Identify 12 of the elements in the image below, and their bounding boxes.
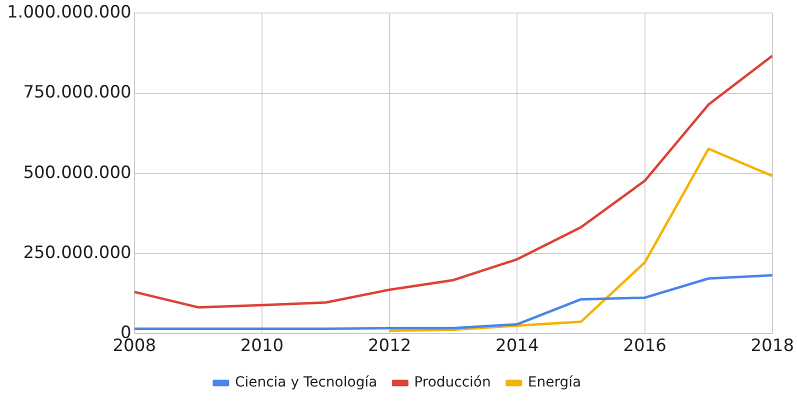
y-tick-label: 1.000.000.000 [6, 2, 132, 23]
x-tick-label: 2018 [750, 336, 794, 356]
y-tick-label: 250.000.000 [23, 242, 132, 263]
x-tick-label: 2010 [240, 336, 284, 356]
y-tick-label: 500.000.000 [23, 162, 132, 183]
legend-label: Producción [414, 374, 491, 391]
legend-label: Energía [528, 374, 582, 391]
y-tick-label: 750.000.000 [23, 82, 132, 103]
x-tick-label: 2012 [368, 336, 412, 356]
legend-label: Ciencia y Tecnología [234, 374, 378, 391]
x-tick-label: 2014 [496, 336, 539, 356]
x-tick-label: 2016 [623, 336, 666, 356]
